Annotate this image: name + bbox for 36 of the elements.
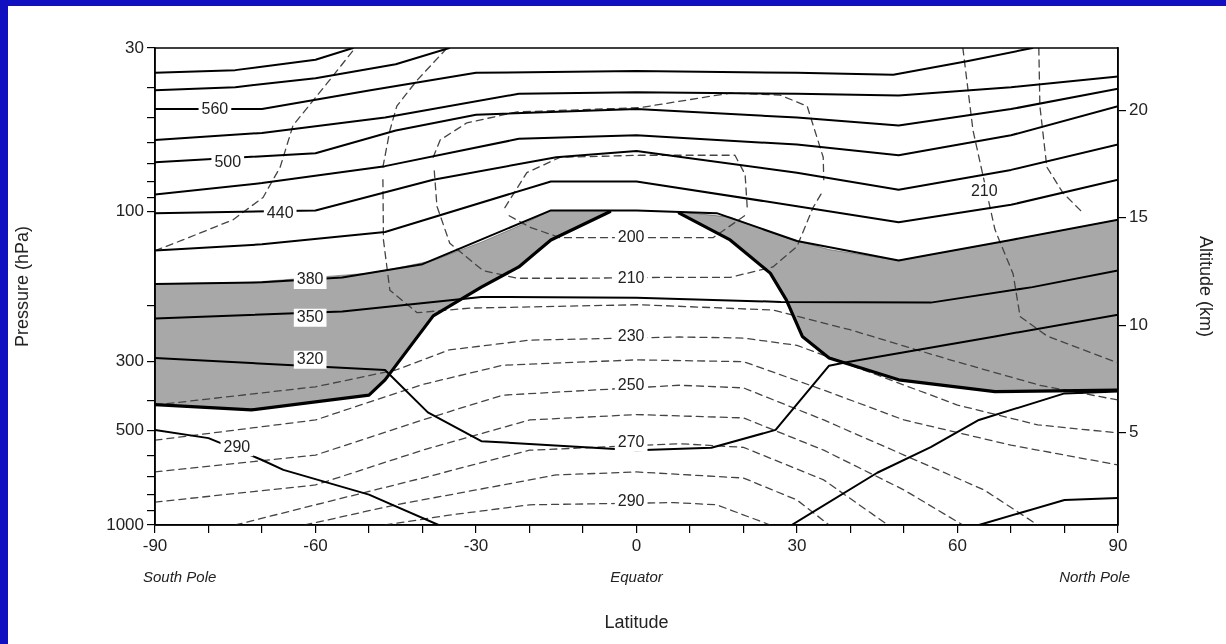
annotation: 560	[201, 100, 229, 118]
annotation: 200	[617, 228, 645, 246]
text: North Pole	[1059, 568, 1130, 586]
y2-tick-label: 15	[1129, 207, 1148, 227]
annotation: 270	[617, 432, 645, 450]
x-tick-label: 60	[948, 535, 967, 555]
annotation: 380	[296, 270, 324, 288]
y-tick-label: 30	[125, 37, 144, 57]
annotation: 230	[617, 327, 645, 345]
annotation: 210	[970, 181, 998, 199]
annotation: 250	[617, 376, 645, 394]
x-tick-label: -90	[142, 535, 168, 555]
y2-axis-title: Altitude (km)	[1196, 235, 1217, 338]
y-tick-label: 500	[115, 420, 144, 440]
y-tick-label: 300	[115, 350, 144, 370]
annotation: 290	[223, 437, 251, 455]
x-axis-title: Latitude	[604, 612, 669, 633]
annotation: 290	[617, 492, 645, 510]
x-tick-label: -60	[303, 535, 328, 555]
x-tick-label: -30	[463, 535, 489, 555]
y-tick-label: 1000	[106, 514, 144, 534]
annotation: 350	[296, 308, 324, 326]
annotation: 500	[214, 152, 242, 170]
y2-tick-label: 10	[1129, 314, 1148, 334]
annotation: 210	[617, 268, 645, 286]
x-tick-label: 0	[631, 535, 642, 555]
y-tick-label: 100	[115, 201, 144, 221]
x-tick-label: 90	[1108, 535, 1128, 555]
annotation: 320	[296, 350, 324, 368]
text: South Pole	[143, 568, 217, 586]
y2-tick-label: 20	[1129, 100, 1148, 119]
y-axis-title: Pressure (hPa)	[11, 225, 32, 348]
y2-tick-label: 5	[1129, 422, 1139, 442]
text: Equator	[610, 568, 664, 586]
x-tick-label: 30	[787, 535, 807, 555]
annotation: 440	[266, 203, 294, 221]
